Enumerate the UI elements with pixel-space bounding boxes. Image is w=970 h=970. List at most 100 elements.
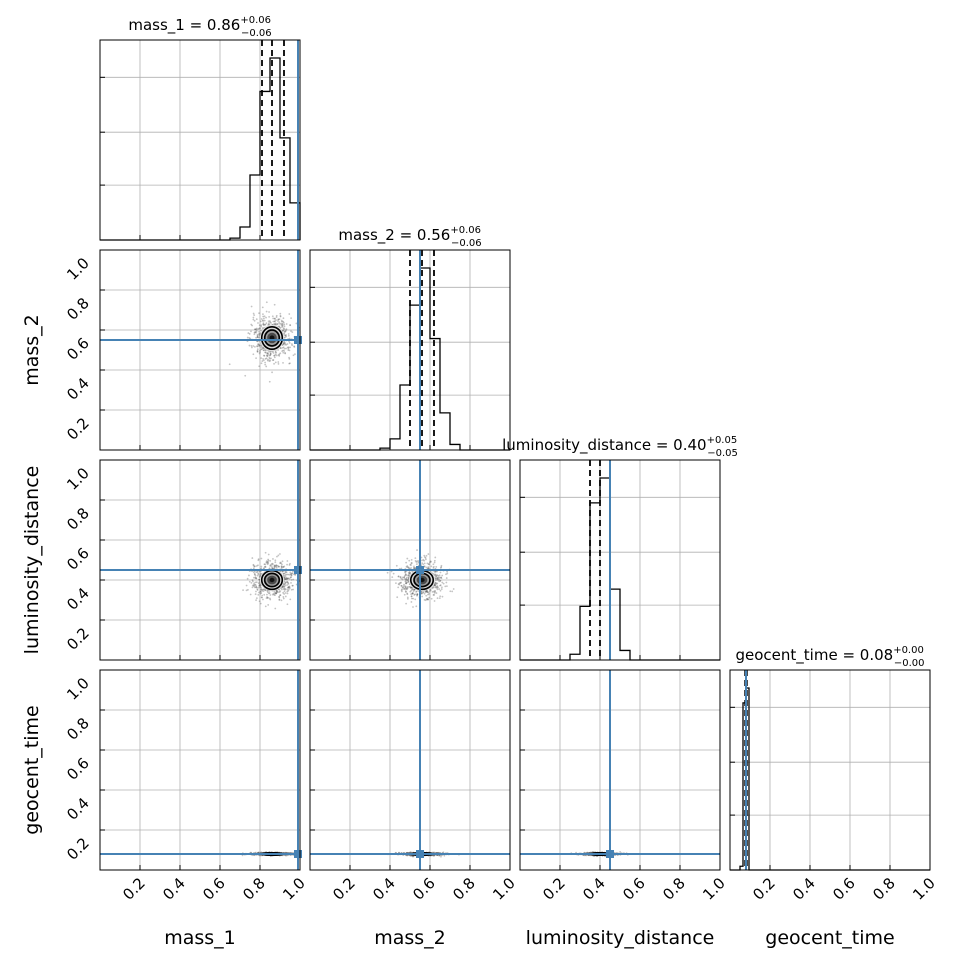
sample-point	[262, 313, 264, 316]
sample-point	[273, 592, 276, 594]
sample-point	[264, 323, 267, 326]
sample-point	[446, 571, 449, 573]
sample-point	[291, 344, 294, 347]
sample-point	[405, 587, 407, 590]
sample-point	[287, 583, 290, 585]
sample-point	[284, 584, 287, 587]
sample-point	[410, 595, 413, 598]
sample-point	[276, 323, 279, 325]
sample-point	[434, 579, 437, 582]
x-axis-label-mass_1: mass_1	[164, 927, 236, 949]
y-axis-label-luminosity_distance: luminosity_distance	[21, 466, 43, 655]
sample-point	[251, 586, 254, 589]
sample-point	[273, 303, 276, 306]
sample-point	[256, 571, 259, 574]
y-tick-label: 0.6	[63, 754, 93, 784]
sample-point	[440, 566, 443, 568]
sample-point	[288, 586, 291, 589]
sample-point	[266, 596, 269, 599]
x-axis-label-geocent_time: geocent_time	[765, 927, 894, 949]
sample-point	[245, 589, 248, 592]
sample-point	[416, 560, 419, 563]
sample-point	[286, 590, 289, 593]
sample-point	[281, 323, 284, 326]
sample-point	[275, 592, 277, 595]
sample-point	[421, 559, 423, 562]
gridlines	[310, 669, 511, 870]
panel-title: mass_1 = 0.86+0.06 −0.06	[128, 15, 271, 39]
sample-point	[386, 571, 389, 574]
sample-point	[284, 578, 287, 581]
sample-point	[436, 577, 439, 580]
panel-frame	[99, 39, 301, 241]
sample-point	[287, 346, 290, 349]
sample-point	[401, 586, 404, 589]
sample-point	[264, 551, 267, 554]
gridlines	[730, 670, 931, 870]
sample-point	[282, 566, 285, 568]
sample-point	[283, 578, 286, 581]
sample-point	[432, 563, 435, 566]
sample-point	[409, 854, 412, 857]
sample-point	[440, 576, 442, 579]
sample-point	[260, 318, 263, 320]
sample-point	[264, 348, 267, 351]
sample-point	[260, 348, 262, 351]
sample-point	[431, 590, 434, 593]
x-tick-label: 0.8	[239, 874, 269, 904]
density-fill	[269, 577, 275, 583]
sample-point	[290, 588, 293, 591]
y-tick-label: 1.0	[63, 464, 93, 494]
sample-point	[288, 337, 291, 340]
sample-point	[261, 589, 263, 592]
sample-point	[405, 591, 407, 593]
sample-point	[260, 324, 263, 327]
sample-point	[254, 328, 257, 331]
sample-point	[283, 585, 286, 588]
sample-point	[245, 584, 248, 587]
sample-point	[274, 323, 276, 326]
x-tick-label: 0.6	[199, 874, 229, 904]
sample-point	[262, 317, 265, 320]
sample-point	[424, 591, 427, 593]
sample-point	[434, 577, 437, 580]
sample-point	[274, 566, 276, 568]
sample-point	[282, 321, 285, 324]
sample-point	[259, 592, 262, 595]
sample-point	[259, 583, 262, 586]
sample-point	[434, 574, 437, 577]
sample-point	[284, 330, 287, 333]
sample-point	[440, 577, 443, 580]
sample-point	[286, 586, 289, 589]
sample-point	[283, 328, 285, 330]
sample-point	[275, 590, 278, 593]
sample-point	[426, 590, 429, 593]
sample-point	[248, 333, 251, 335]
sample-point	[401, 588, 403, 591]
sample-point	[413, 567, 416, 570]
sample-point	[427, 553, 430, 555]
sample-point	[257, 564, 259, 567]
sample-point	[251, 584, 254, 587]
sample-point	[275, 591, 278, 594]
y-tick-label: 1.0	[63, 674, 93, 704]
sample-point	[410, 564, 412, 566]
gridlines	[310, 459, 511, 660]
sample-point	[255, 327, 258, 330]
sample-point	[280, 588, 283, 591]
sample-point	[399, 576, 402, 578]
sample-point	[278, 322, 281, 325]
sample-point	[268, 597, 271, 600]
sample-point	[252, 564, 255, 567]
panel-frame	[519, 459, 721, 661]
sample-point	[257, 572, 260, 575]
sample-point	[250, 305, 253, 308]
sample-point	[277, 363, 280, 365]
sample-point	[269, 352, 272, 354]
sample-point	[274, 565, 277, 567]
sample-point	[255, 336, 257, 339]
sample-point	[433, 851, 436, 854]
sample-point	[399, 582, 402, 584]
sample-point	[250, 345, 253, 347]
sample-point	[290, 573, 292, 576]
